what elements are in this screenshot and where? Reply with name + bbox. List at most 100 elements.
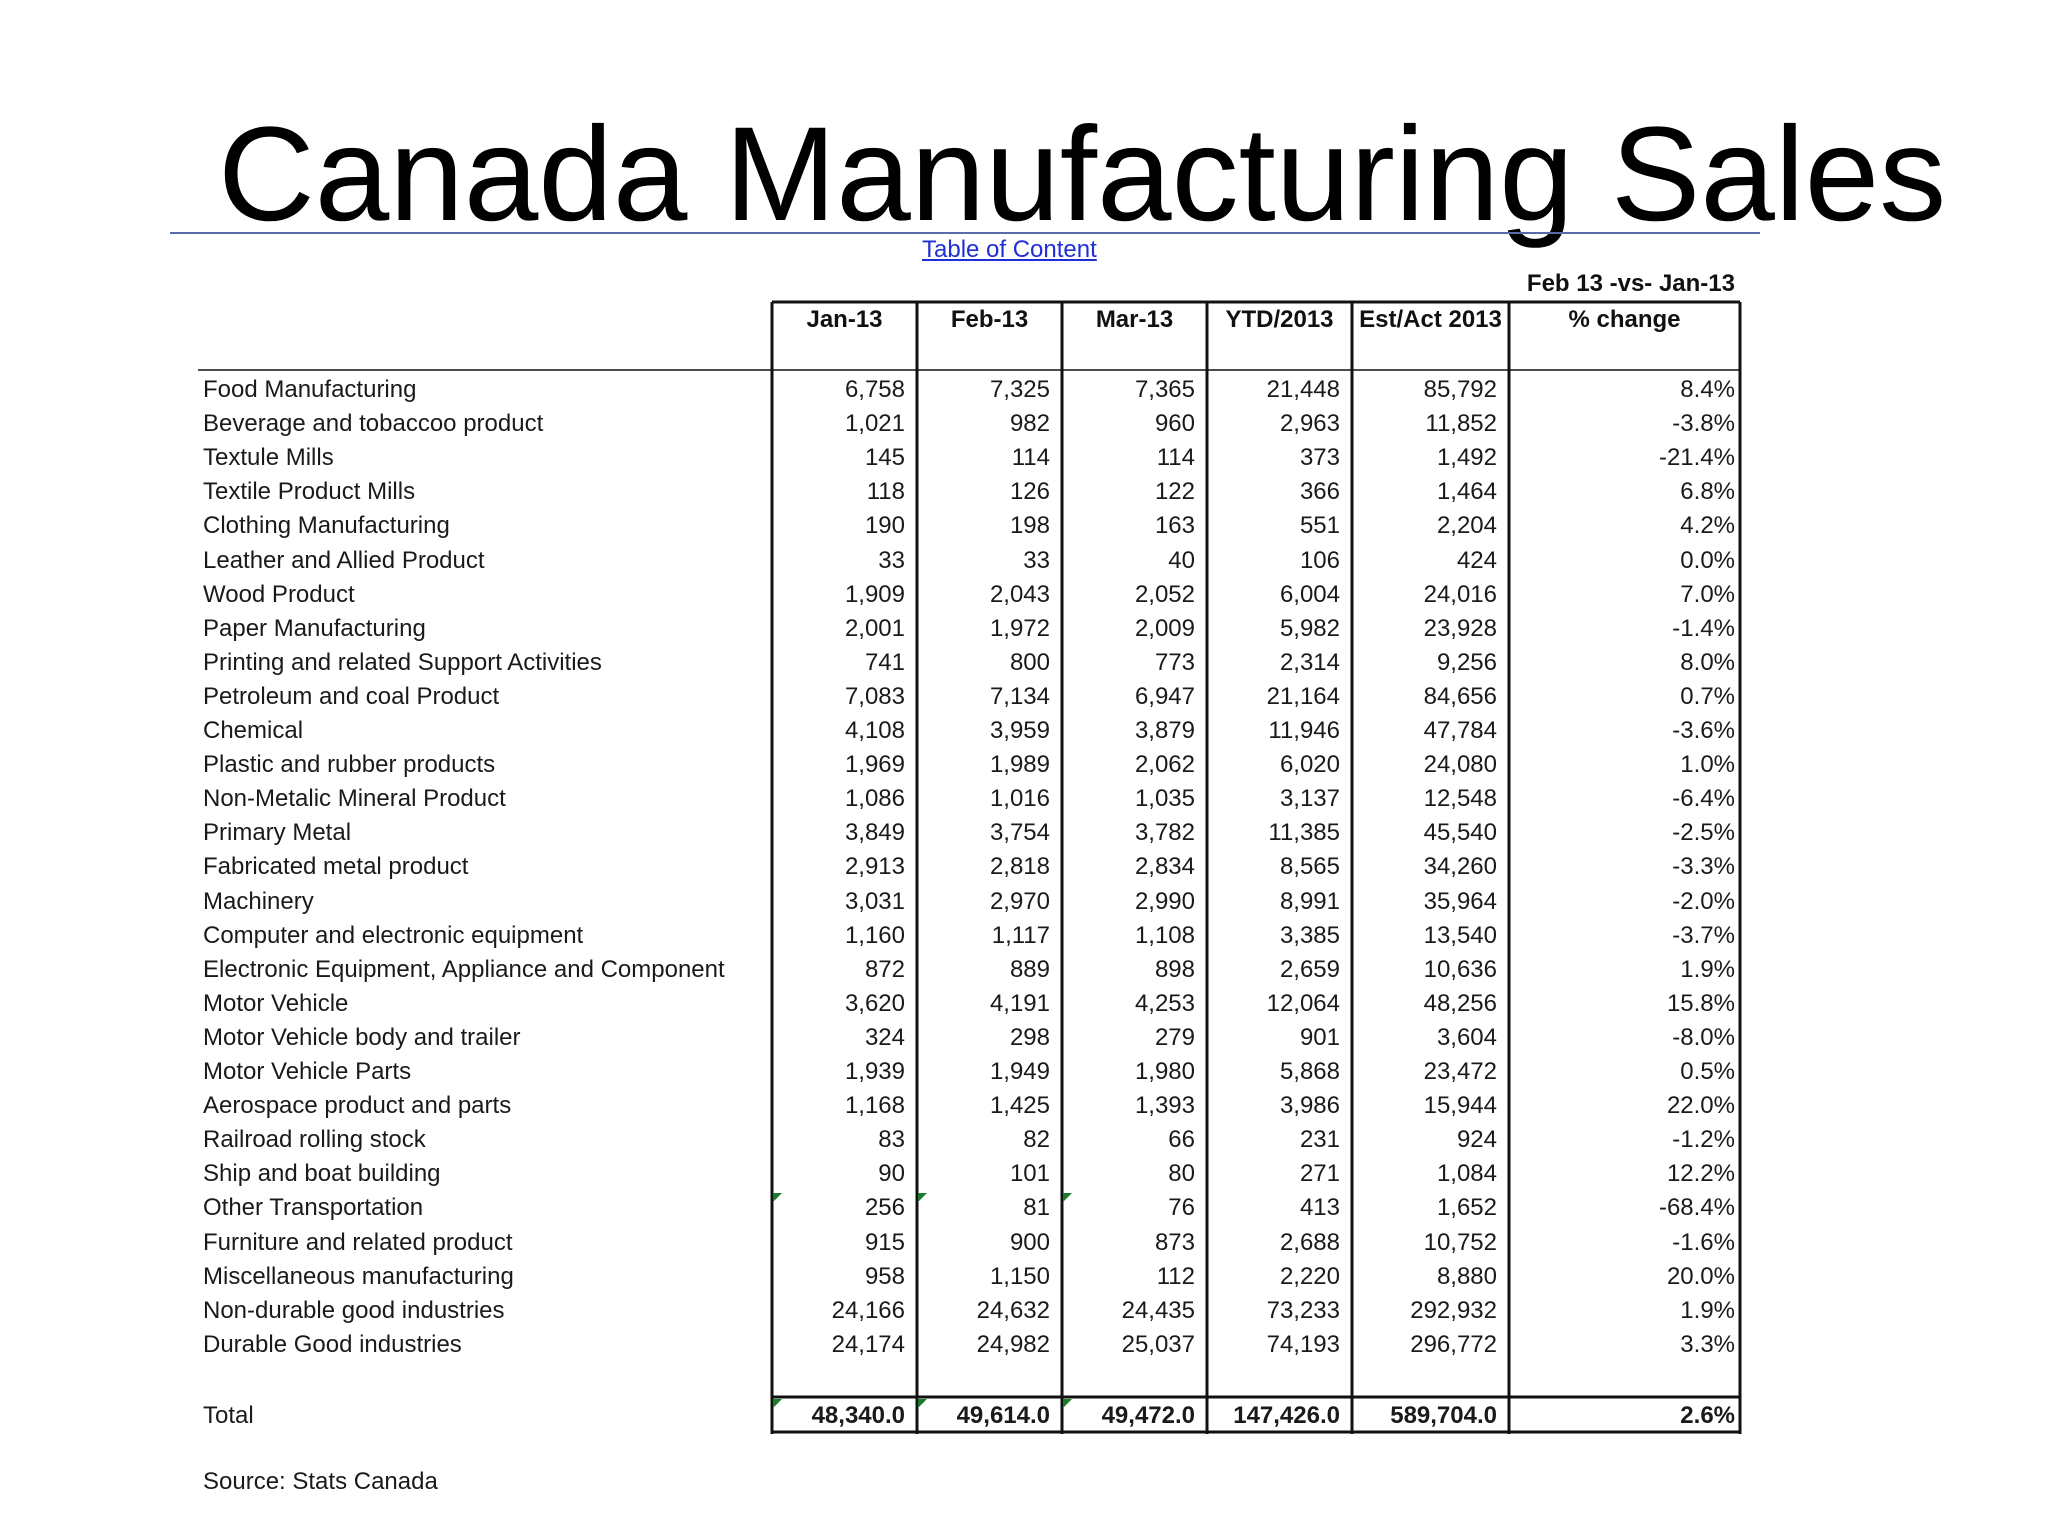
cell-pct-change: 0.7%: [1680, 682, 1735, 710]
cell-ytd-2013: 3,986: [1279, 1092, 1340, 1120]
row-label: Wood Product: [203, 580, 355, 608]
table-of-content-link[interactable]: Table of Content: [922, 236, 1097, 263]
row-label: Ship and boat building: [203, 1160, 441, 1188]
cell-mar-13: 80: [1168, 1160, 1195, 1188]
column-header-feb-13: Feb-13: [950, 306, 1029, 333]
cell-est-act-2013: 3,604: [1436, 1023, 1497, 1051]
table-row: Paper Manufacturing 2,001 1,972 2,009 5,982 2…: [198, 612, 1738, 646]
cell-ytd-2013: 373: [1299, 444, 1340, 472]
row-label: Non-durable good industries: [203, 1296, 505, 1324]
table-row: Non-durable good industries 24,166 24,632 2…: [198, 1294, 1738, 1328]
cell-feb-13: 1,972: [989, 614, 1050, 642]
cell-est-act-2013: 15,944: [1423, 1092, 1497, 1120]
cell-jan-13: 2,001: [844, 614, 905, 642]
cell-feb-13: 2,970: [989, 887, 1050, 915]
cell-feb-13: 3,959: [989, 717, 1050, 744]
row-label: Beverage and tobaccoo product: [203, 410, 544, 438]
cell-ytd-2013: 413: [1299, 1194, 1340, 1222]
cell-feb-13: 7,134: [989, 682, 1050, 710]
table-row: Motor Vehicle Parts 1,939 1,949 1,980 5,868 2…: [198, 1055, 1738, 1089]
cell-pct-change: -1.2%: [1672, 1126, 1735, 1154]
cell-ytd-2013: 901: [1299, 1023, 1340, 1051]
total-feb-13: 49,614.0: [956, 1402, 1050, 1429]
cell-feb-13: 1,989: [989, 751, 1050, 779]
cell-jan-13: 915: [864, 1228, 905, 1256]
cell-pct-change: 12.2%: [1666, 1160, 1735, 1188]
cell-feb-13: 889: [1009, 955, 1050, 983]
cell-jan-13: 3,849: [844, 819, 905, 847]
cell-pct-change: 22.0%: [1666, 1092, 1735, 1120]
cell-feb-13: 4,191: [989, 989, 1050, 1017]
cell-est-act-2013: 85,792: [1423, 376, 1497, 403]
table-row: Food Manufacturing 6,758 7,325 7,365 21,448 8…: [198, 373, 1738, 407]
cell-ytd-2013: 8,565: [1279, 853, 1340, 881]
cell-pct-change: -6.4%: [1672, 785, 1735, 813]
cell-jan-13: 33: [878, 546, 905, 574]
cell-mar-13: 898: [1154, 955, 1195, 983]
cell-ytd-2013: 12,064: [1266, 989, 1340, 1017]
cell-est-act-2013: 48,256: [1423, 989, 1497, 1017]
row-label: Computer and electronic equipment: [203, 921, 584, 949]
source-note: Source: Stats Canada: [203, 1468, 438, 1495]
cell-mar-13: 1,108: [1134, 921, 1195, 949]
cell-jan-13: 24,174: [831, 1330, 905, 1358]
cell-marker: [918, 1193, 927, 1202]
cell-feb-13: 1,016: [989, 785, 1050, 813]
cell-est-act-2013: 24,080: [1423, 751, 1497, 779]
row-label: Petroleum and coal Product: [203, 682, 500, 710]
cell-pct-change: 8.4%: [1680, 376, 1735, 403]
cell-ytd-2013: 73,233: [1266, 1296, 1340, 1324]
column-header-ytd-2013: YTD/2013: [1225, 306, 1334, 333]
table-row: Petroleum and coal Product 7,083 7,134 6,94…: [198, 680, 1738, 714]
table-row: Motor Vehicle body and trailer 324 298 279 9…: [198, 1021, 1738, 1055]
cell-jan-13: 24,166: [831, 1296, 905, 1324]
cell-est-act-2013: 45,540: [1423, 819, 1497, 847]
total-row: Total 48,340.0 49,614.0 49,472.0 147,426…: [198, 1399, 1738, 1433]
cell-pct-change: 8.0%: [1680, 648, 1735, 676]
cell-est-act-2013: 47,784: [1423, 717, 1497, 744]
row-label: Motor Vehicle body and trailer: [203, 1023, 521, 1051]
cell-ytd-2013: 11,946: [1268, 717, 1340, 744]
cell-pct-change: -3.3%: [1672, 853, 1735, 881]
cell-est-act-2013: 296,772: [1410, 1330, 1497, 1358]
cell-feb-13: 101: [1009, 1160, 1050, 1188]
row-label: Non-Metalic Mineral Product: [203, 785, 506, 813]
cell-jan-13: 1,969: [844, 751, 905, 779]
table-row: Printing and related Support Activities 7…: [198, 646, 1738, 680]
row-label: Printing and related Support Activities: [203, 648, 602, 676]
cell-mar-13: 163: [1154, 512, 1195, 540]
cell-est-act-2013: 1,464: [1436, 478, 1497, 506]
cell-pct-change: -2.0%: [1672, 887, 1735, 915]
total-mar-13: 49,472.0: [1101, 1402, 1195, 1429]
cell-est-act-2013: 24,016: [1423, 580, 1497, 608]
cell-pct-change: -68.4%: [1658, 1194, 1735, 1222]
cell-feb-13: 3,754: [989, 819, 1050, 847]
cell-jan-13: 6,758: [844, 376, 905, 403]
total-pct-change: 2.6%: [1680, 1402, 1735, 1429]
total-est-act-2013: 589,704.0: [1390, 1402, 1497, 1429]
cell-jan-13: 145: [864, 444, 905, 472]
cell-est-act-2013: 1,492: [1436, 444, 1497, 472]
table-row: Ship and boat building 90 101 80 271 1,084 12.…: [198, 1157, 1738, 1191]
column-header-pct-change: % change: [1568, 306, 1681, 333]
cell-mar-13: 40: [1168, 546, 1195, 574]
cell-feb-13: 800: [1009, 648, 1050, 676]
cell-ytd-2013: 11,385: [1268, 819, 1340, 847]
row-label: Furniture and related product: [203, 1228, 513, 1256]
cell-pct-change: -1.4%: [1672, 614, 1735, 642]
cell-jan-13: 1,160: [844, 921, 905, 949]
cell-mar-13: 2,834: [1134, 853, 1195, 881]
cell-jan-13: 4,108: [844, 717, 905, 744]
cell-ytd-2013: 74,193: [1266, 1330, 1340, 1358]
table-row: Clothing Manufacturing 190 198 163 551 2,204 4…: [198, 509, 1738, 543]
table-row: Primary Metal 3,849 3,754 3,782 11,385 45,540…: [198, 816, 1738, 850]
cell-feb-13: 1,117: [991, 921, 1050, 949]
table-row: Leather and Allied Product 33 33 40 106 424 0.…: [198, 544, 1738, 578]
cell-jan-13: 256: [864, 1194, 905, 1222]
table-row: Furniture and related product 915 900 873 2,…: [198, 1226, 1738, 1260]
table-row: Computer and electronic equipment 1,160 1,…: [198, 919, 1738, 953]
cell-pct-change: 1.0%: [1680, 751, 1735, 779]
cell-est-act-2013: 9,256: [1436, 648, 1497, 676]
total-jan-13: 48,340.0: [811, 1402, 905, 1429]
